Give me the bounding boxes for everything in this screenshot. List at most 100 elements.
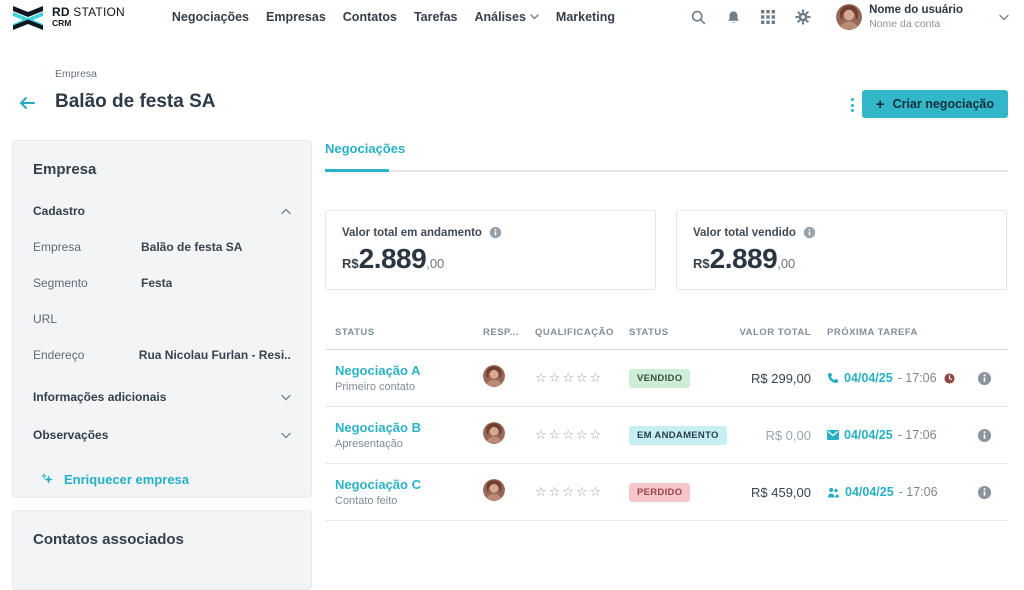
qualification-stars[interactable]: ☆ ☆ ☆ ☆ ☆ bbox=[535, 370, 629, 386]
page-title: Balão de festa SA bbox=[55, 91, 216, 112]
star-icon: ☆ bbox=[535, 484, 547, 499]
top-navbar: RD STATION CRM Negociações Empresas Cont… bbox=[0, 0, 1024, 34]
deal-cell-owner bbox=[483, 421, 535, 449]
phone-call-icon bbox=[827, 372, 839, 384]
status-badge: VENDIDO bbox=[629, 369, 691, 388]
more-options-kebab-icon[interactable] bbox=[846, 96, 858, 114]
summary-card-em-andamento: Valor total em andamento R$ 2.889,00 bbox=[325, 210, 656, 290]
next-task[interactable]: 04/04/25 - 17:06 bbox=[811, 485, 957, 499]
qualification-stars[interactable]: ☆ ☆ ☆ ☆ ☆ bbox=[535, 484, 629, 500]
qualification-stars[interactable]: ☆ ☆ ☆ ☆ ☆ bbox=[535, 427, 629, 443]
tab-underline bbox=[325, 169, 1008, 172]
next-task[interactable]: 04/04/25 - 17:06 bbox=[811, 428, 957, 442]
star-icon: ☆ bbox=[589, 484, 602, 499]
info-icon[interactable] bbox=[977, 428, 992, 443]
deal-value: R$ 0,00 bbox=[765, 427, 811, 443]
rd-station-logo-icon bbox=[10, 4, 46, 30]
info-icon[interactable] bbox=[803, 226, 816, 239]
star-icon: ☆ bbox=[535, 370, 547, 385]
status-badge: PERDIDO bbox=[629, 483, 691, 502]
settings-gear-icon[interactable] bbox=[795, 9, 811, 25]
chevron-up-icon bbox=[281, 208, 291, 215]
deal-cell-owner bbox=[483, 364, 535, 392]
user-avatar bbox=[836, 4, 863, 30]
info-icon[interactable] bbox=[977, 371, 992, 386]
star-icon: ☆ bbox=[562, 427, 574, 442]
notifications-bell-icon[interactable] bbox=[725, 9, 741, 25]
company-panel-title: Empresa bbox=[33, 161, 97, 178]
deal-link[interactable]: Negociação B bbox=[335, 420, 421, 435]
star-icon: ☆ bbox=[548, 427, 561, 442]
next-task[interactable]: 04/04/25 - 17:06 bbox=[811, 371, 957, 385]
summary-card-vendido: Valor total vendido R$ 2.889,00 bbox=[676, 210, 1007, 290]
user-menu-chevron-icon[interactable] bbox=[996, 9, 1012, 25]
email-icon bbox=[827, 430, 839, 440]
deal-row: Negociação B Apresentação ☆ ☆ ☆ ☆ ☆ EM ANDAM… bbox=[325, 407, 1008, 464]
star-icon: ☆ bbox=[548, 484, 561, 499]
meeting-people-icon bbox=[827, 487, 840, 498]
field-empresa: Empresa Balão de festa SA bbox=[33, 240, 243, 254]
field-url: URL bbox=[33, 312, 58, 326]
deal-value: R$ 459,00 bbox=[751, 484, 811, 500]
sparkle-icon bbox=[41, 472, 55, 487]
info-icon[interactable] bbox=[977, 485, 992, 500]
deal-stage: Contato feito bbox=[335, 495, 398, 507]
section-cadastro[interactable]: Cadastro bbox=[33, 204, 291, 218]
field-segmento: Segmento Festa bbox=[33, 276, 173, 290]
main-content: Negociações Valor total em andamento R$ 2… bbox=[325, 140, 1008, 521]
apps-grid-icon[interactable] bbox=[760, 9, 776, 25]
deal-cell-name: Negociação C Contato feito bbox=[335, 477, 483, 507]
overdue-clock-icon bbox=[944, 372, 955, 384]
owner-avatar[interactable] bbox=[483, 478, 505, 501]
enrich-company-link[interactable]: Enriquecer empresa bbox=[41, 472, 291, 487]
star-icon: ☆ bbox=[562, 484, 574, 499]
status-badge: EM ANDAMENTO bbox=[629, 426, 727, 445]
col-header-proxima-tarefa[interactable]: PRÓXIMA TAREFA bbox=[827, 327, 918, 338]
col-header-valor-total[interactable]: VALOR TOTAL bbox=[739, 327, 811, 338]
plus-icon: + bbox=[875, 95, 885, 113]
deal-stage: Primeiro contato bbox=[335, 381, 416, 393]
star-icon: ☆ bbox=[548, 370, 561, 385]
deal-stage: Apresentação bbox=[335, 438, 403, 450]
account-name: Nome da conta bbox=[869, 17, 941, 30]
nav-item-marketing[interactable]: Marketing bbox=[555, 10, 615, 24]
brand-text: RD STATION CRM bbox=[52, 5, 125, 29]
total-value-em-andamento: R$ 2.889,00 bbox=[342, 243, 445, 274]
star-icon: ☆ bbox=[562, 370, 574, 385]
star-icon: ☆ bbox=[575, 484, 588, 499]
deals-table-header: STATUS RESP... QUALIFICAÇÃO STATUS VALOR… bbox=[325, 316, 1008, 350]
deal-link[interactable]: Negociação C bbox=[335, 477, 421, 492]
section-observacoes[interactable]: Observações bbox=[33, 428, 291, 442]
user-menu[interactable]: Nome do usuário Nome da conta bbox=[836, 3, 963, 31]
deal-row: Negociação A Primeiro contato ☆ ☆ ☆ ☆ ☆ VEND… bbox=[325, 350, 1008, 407]
rd-station-logo[interactable]: RD STATION CRM bbox=[10, 4, 125, 30]
nav-item-tarefas[interactable]: Tarefas bbox=[413, 10, 458, 24]
owner-avatar[interactable] bbox=[483, 364, 505, 387]
star-icon: ☆ bbox=[575, 370, 588, 385]
col-header-resp[interactable]: RESP... bbox=[483, 327, 520, 338]
company-panel: Empresa Cadastro Empresa Balão de festa … bbox=[12, 140, 312, 498]
summary-cards: Valor total em andamento R$ 2.889,00 Valo… bbox=[325, 210, 1008, 290]
user-meta: Nome do usuário Nome da conta bbox=[869, 3, 963, 31]
star-icon: ☆ bbox=[535, 427, 547, 442]
deal-cell-owner bbox=[483, 478, 535, 506]
create-deal-button[interactable]: + Criar negociação bbox=[861, 90, 1008, 118]
associated-contacts-panel: Contatos associados bbox=[12, 510, 312, 590]
search-icon[interactable] bbox=[690, 9, 706, 25]
deal-link[interactable]: Negociação A bbox=[335, 363, 421, 378]
back-arrow-icon[interactable] bbox=[18, 95, 38, 113]
chevron-down-icon bbox=[530, 14, 539, 20]
tab-negociacoes[interactable]: Negociações bbox=[325, 141, 406, 156]
col-header-qualificacao[interactable]: QUALIFICAÇÃO bbox=[535, 327, 614, 338]
nav-item-negociacoes[interactable]: Negociações bbox=[171, 10, 250, 24]
col-header-status2[interactable]: STATUS bbox=[629, 327, 669, 338]
nav-item-empresas[interactable]: Empresas bbox=[266, 10, 326, 24]
deal-cell-name: Negociação B Apresentação bbox=[335, 420, 483, 450]
nav-item-analises[interactable]: Análises bbox=[475, 10, 539, 24]
section-informacoes-adicionais[interactable]: Informações adicionais bbox=[33, 390, 291, 404]
col-header-status[interactable]: STATUS bbox=[335, 327, 375, 338]
breadcrumb: Empresa bbox=[55, 68, 98, 80]
nav-item-contatos[interactable]: Contatos bbox=[342, 10, 397, 24]
owner-avatar[interactable] bbox=[483, 421, 505, 444]
info-icon[interactable] bbox=[489, 226, 502, 239]
